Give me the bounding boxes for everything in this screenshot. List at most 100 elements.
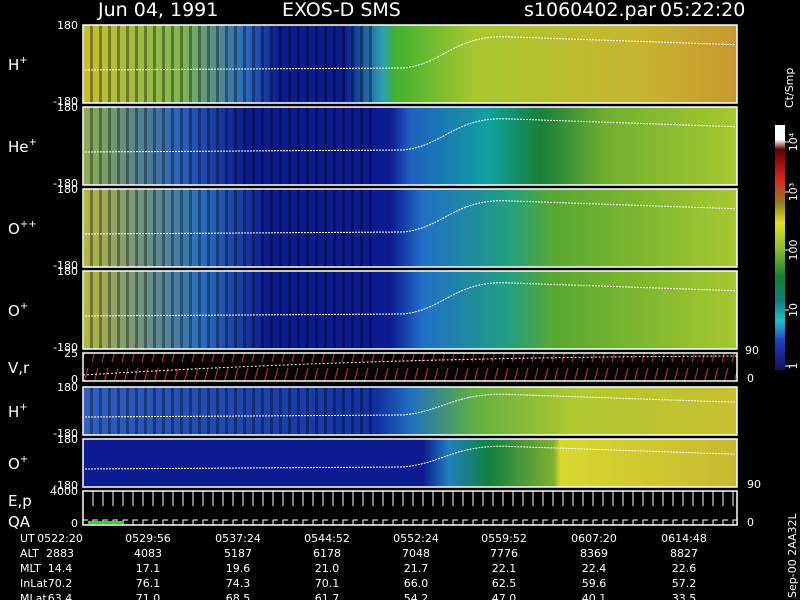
spectrogram-stripes [83, 189, 378, 267]
title-time: 05:22:20 [660, 0, 745, 21]
table-cell: 8827 [670, 547, 698, 560]
panel-frame [82, 386, 738, 436]
panel-label-text: O [8, 455, 20, 473]
spectrogram-stripes [83, 387, 378, 435]
colorbar-title: Ct/Smp [783, 68, 796, 108]
colorbar-labels: 10⁴ 10³ 100 10 1 [785, 132, 800, 370]
panel-label-text: E,p [8, 492, 32, 510]
table-cell: 74.3 [226, 577, 251, 590]
table-cell: 0537:24 [215, 532, 261, 545]
table-cell: 19.6 [226, 562, 251, 575]
panel-label: E,p [8, 492, 32, 510]
table-cell: 0522:20 [37, 532, 83, 545]
table-cell: 2883 [46, 547, 74, 560]
panel-label-text: H [8, 403, 19, 421]
table-cell: 54.2 [404, 592, 429, 600]
row-label: MLat [20, 592, 47, 600]
panel-label: H+ [8, 55, 28, 74]
velocity-curve [82, 355, 738, 376]
panel-frame [82, 188, 738, 268]
panels: H+180-180He+180-180O++180-180O+180-180V,… [8, 19, 761, 531]
pitch-angle-curve [84, 282, 736, 317]
panel-label: He+ [8, 137, 37, 156]
table-cell: 47.0 [492, 592, 517, 600]
panel-label-sup: ++ [20, 219, 37, 230]
tick-label-top: 180 [57, 19, 78, 32]
info-table: UT 0522:20 0529:56 0537:24 0544:52 0552:24 055… [20, 532, 707, 600]
colorbar-label: 10³ [787, 183, 800, 201]
panel-label: O+ [8, 301, 28, 320]
panel-label-text: V,r [8, 359, 30, 377]
panel-label: O+ [8, 454, 28, 473]
panel-label-text: O [8, 220, 20, 238]
panel-label-sup: + [20, 454, 28, 465]
tick-label-top: 180 [57, 381, 78, 394]
panel-label-sup: + [20, 301, 28, 312]
right-tick-top: 90 [745, 344, 759, 357]
pitch-angle-curve [84, 445, 736, 470]
table-cell: 33.5 [672, 592, 697, 600]
colorbar [775, 125, 785, 370]
table-cell: 70.1 [315, 577, 340, 590]
table-cell: 7776 [490, 547, 518, 560]
spectrogram-stripes [83, 271, 378, 349]
panel-label-2: QA [8, 513, 31, 531]
panel-label: O++ [8, 219, 37, 238]
table-cell: 5187 [224, 547, 252, 560]
row-label: UT [20, 532, 35, 545]
spectrogram-stripes [83, 107, 378, 185]
table-cell: 40.1 [582, 592, 607, 600]
panel-frame [82, 490, 738, 526]
colorbar-label: 10 [787, 303, 800, 317]
tick-label-bottom: -180 [53, 479, 78, 492]
table-cell: 68.5 [226, 592, 251, 600]
row-label: InLat [20, 577, 48, 590]
colorbar-label: 100 [787, 240, 800, 261]
pitch-angle-curve [84, 200, 736, 235]
title-date: Jun 04, 1991 [97, 0, 218, 21]
tick-label-bottom: 0 [71, 373, 78, 386]
tick-label-bottom: 0 [71, 517, 78, 530]
table-cell: 61.7 [315, 592, 340, 600]
velocity-trace [83, 353, 737, 381]
table-cell: 62.5 [492, 577, 517, 590]
title-file: s1060402.par [524, 0, 656, 21]
table-cell: 66.0 [404, 577, 429, 590]
tick-label-bottom: -180 [53, 427, 78, 440]
row-label: ALT [20, 547, 39, 560]
table-cell: 4083 [134, 547, 162, 560]
pitch-angle-curve [84, 36, 736, 71]
panel-label-text: H [8, 56, 19, 74]
table-cell: 0614:48 [661, 532, 707, 545]
right-tick-bottom: 0 [747, 516, 754, 529]
right-tick-bottom: 90 [747, 478, 761, 491]
panel-label-sup: + [29, 137, 37, 148]
colorbar-label: 10⁴ [787, 132, 800, 151]
tick-label-top: 180 [57, 433, 78, 446]
panel-frame [82, 352, 738, 382]
table-cell: 22.6 [672, 562, 697, 575]
table-cell: 0552:24 [393, 532, 439, 545]
footer-code: Sep-00 2AA32L [786, 512, 799, 598]
colorbar-label: 1 [787, 363, 800, 370]
energy-trace [83, 491, 737, 525]
tick-label-bottom: -180 [53, 95, 78, 108]
table-cell: 17.1 [136, 562, 161, 575]
table-cell: 7048 [402, 547, 430, 560]
table-cell: 0607:20 [571, 532, 617, 545]
table-cell: 0559:52 [481, 532, 527, 545]
tick-label-top: 180 [57, 265, 78, 278]
panel-label: V,r [8, 359, 30, 377]
row-label: MLT [20, 562, 41, 575]
table-cell: 22.4 [582, 562, 607, 575]
spectrogram-stripes [83, 25, 378, 103]
pitch-angle-curve [84, 393, 736, 418]
table-cell: 70.2 [48, 577, 73, 590]
tick-label-top: 180 [57, 183, 78, 196]
tick-label-top: 25 [64, 347, 78, 360]
panel-label-text: O [8, 302, 20, 320]
table-cell: 14.4 [48, 562, 73, 575]
tick-label-bottom: -180 [53, 341, 78, 354]
table-cell: 0544:52 [304, 532, 350, 545]
